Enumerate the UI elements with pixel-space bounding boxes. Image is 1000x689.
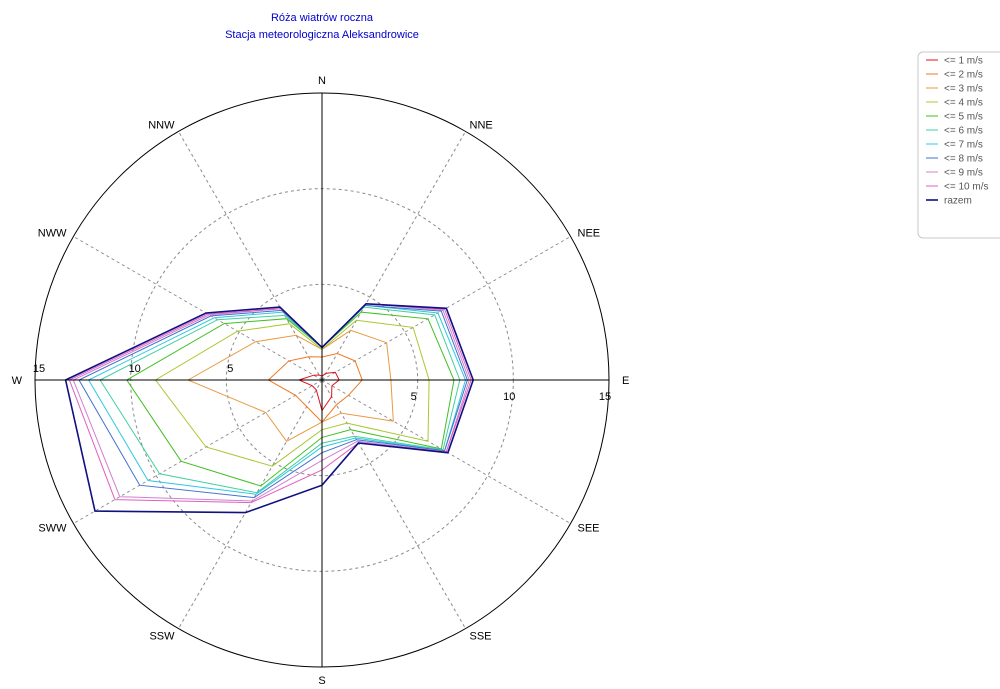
series-line <box>64 302 475 514</box>
direction-labels: N NNE NEE E SEE SSE S SSW SWW W NWW NNW <box>12 75 630 687</box>
legend-label: <= 5 m/s <box>944 112 983 123</box>
direction-label: NWW <box>38 228 67 240</box>
legend-label: <= 10 m/s <box>944 182 988 193</box>
series-line <box>87 304 467 495</box>
legend-label: <= 3 m/s <box>944 84 983 95</box>
series-line <box>126 311 455 487</box>
tick-label: 10 <box>129 363 141 375</box>
tick-label: 15 <box>33 363 45 375</box>
tick-labels: 5 10 15 5 10 15 <box>33 363 611 403</box>
direction-label: E <box>622 375 629 387</box>
chart-subtitle: Stacja meteorologiczna Aleksandrowice <box>225 29 419 41</box>
direction-label: SWW <box>38 523 67 535</box>
grid-spoke <box>321 379 466 629</box>
legend-label: <= 7 m/s <box>944 140 983 151</box>
tick-label: 15 <box>599 391 611 403</box>
direction-label: NNW <box>148 120 175 132</box>
grid-spoke <box>321 131 466 381</box>
direction-label: NEE <box>578 228 601 240</box>
tick-label: 5 <box>227 363 233 375</box>
tick-label: 5 <box>411 391 417 403</box>
series-layer <box>64 302 475 514</box>
legend-label: <= 9 m/s <box>944 168 983 179</box>
direction-label: S <box>318 675 325 687</box>
direction-label: NNE <box>470 120 493 132</box>
grid-spoke <box>178 379 323 629</box>
grid-spoke <box>73 379 323 524</box>
direction-label: SSW <box>149 631 175 643</box>
legend: <= 1 m/s <= 2 m/s <= 3 m/s <= 4 m/s <= 5 m/s… <box>917 51 1000 239</box>
series-line <box>68 303 472 504</box>
direction-label: W <box>12 375 23 387</box>
legend-box <box>917 51 1000 239</box>
legend-label: <= 1 m/s <box>944 56 983 67</box>
grid-spoke <box>178 131 323 381</box>
series-line <box>78 304 468 499</box>
legend-label: razem <box>944 196 972 207</box>
axes <box>35 93 609 667</box>
legend-label: <= 2 m/s <box>944 70 983 81</box>
direction-label: SSE <box>470 631 492 643</box>
series-line <box>267 352 363 423</box>
series-line <box>186 329 394 442</box>
legend-label: <= 4 m/s <box>944 98 983 109</box>
chart-title: Róża wiatrów roczna <box>271 12 374 24</box>
legend-label: <= 8 m/s <box>944 154 983 165</box>
legend-label: <= 6 m/s <box>944 126 983 137</box>
direction-label: SEE <box>578 523 600 535</box>
tick-label: 10 <box>503 391 515 403</box>
direction-label: N <box>318 75 326 87</box>
